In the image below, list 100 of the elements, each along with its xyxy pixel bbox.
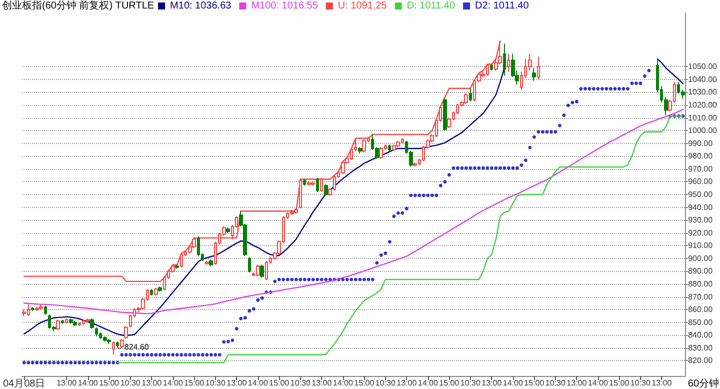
- line-series: [24, 108, 684, 314]
- legend-label: M10: 1036.63: [170, 0, 232, 12]
- candlestick: [469, 88, 472, 102]
- candlestick: [464, 93, 468, 104]
- candlestick: [290, 209, 294, 216]
- candlestick: [158, 286, 162, 292]
- x-tick-label: 14:00: [248, 378, 268, 388]
- candlestick: [503, 43, 506, 76]
- x-tick-label: 10:30: [545, 378, 566, 388]
- line-series: [117, 115, 684, 364]
- candlestick: [507, 53, 510, 72]
- candlestick: [248, 256, 251, 273]
- x-tick-label: 04月08日: [2, 378, 46, 389]
- candlestick: [65, 318, 68, 324]
- y-tick-label: 890.00: [688, 266, 714, 276]
- y-tick-label: 840.00: [688, 330, 714, 340]
- candlestick: [95, 326, 98, 337]
- x-tick-label: 15:00: [99, 378, 120, 388]
- legend-label: M100: 1016.55: [251, 0, 318, 12]
- candlestick: [226, 227, 230, 234]
- candlestick: [307, 181, 311, 186]
- x-tick-label: 15:00: [609, 378, 630, 388]
- candlestick: [116, 340, 119, 348]
- candlestick: [324, 184, 328, 196]
- x-tick-label: 15:00: [524, 378, 545, 388]
- candlestick: [205, 260, 209, 266]
- x-tick-label: 15:00: [269, 378, 290, 388]
- candlestick: [362, 139, 366, 153]
- y-tick-label: 820.00: [688, 356, 714, 366]
- x-tick-label: 13:00: [396, 378, 418, 388]
- legend-label: D: 1011.40: [406, 0, 456, 12]
- y-tick-label: 970.00: [688, 164, 714, 174]
- candlestick: [90, 318, 94, 330]
- y-tick-label: 1040.00: [688, 74, 718, 84]
- x-tick-label: 15:00: [354, 378, 375, 388]
- x-tick-label: 14:00: [78, 378, 98, 388]
- candlestick: [31, 306, 34, 312]
- candlestick: [299, 178, 302, 210]
- x-tick-label: 13:00: [566, 378, 588, 388]
- y-tick-label: 940.00: [688, 202, 714, 212]
- candlestick: [44, 305, 47, 316]
- y-tick-label: 910.00: [688, 241, 714, 250]
- candlestick: [265, 260, 268, 281]
- y-tick-label: 850.00: [688, 318, 714, 327]
- y-tick-label: 1000.00: [688, 126, 718, 136]
- y-tick-label: 880.00: [688, 279, 714, 288]
- x-tick-label: 13:00: [56, 378, 78, 388]
- y-tick-label: 1020.00: [688, 100, 718, 110]
- x-tick-label: 10:30: [290, 378, 311, 388]
- x-tick-label: 10:30: [630, 378, 652, 388]
- x-tick-label: 10:30: [120, 378, 141, 388]
- x-tick-label: 10:30: [460, 378, 481, 388]
- y-tick-label: 900.00: [688, 254, 714, 263]
- candlestick: [388, 144, 391, 152]
- y-tick-label: 930.00: [688, 216, 714, 225]
- candlestick: [311, 181, 315, 186]
- legend-label: D2: 1011.40: [475, 0, 530, 12]
- candlestick: [73, 320, 77, 327]
- x-tick-label: 14:00: [332, 378, 354, 388]
- y-tick-label: 1030.00: [688, 88, 718, 97]
- y-tick-label: 920.00: [688, 228, 714, 238]
- y-tick-label: 870.00: [688, 292, 714, 302]
- candlestick: [112, 340, 115, 356]
- candlestick: [537, 56, 540, 80]
- x-tick-label: 15:00: [439, 378, 460, 388]
- candlestick: [316, 177, 319, 192]
- chart-title: 创业板指(60分钟 前复权) TURTLE: [2, 0, 154, 12]
- candlestick: [260, 264, 264, 278]
- y-tick-label: 1010.00: [688, 113, 718, 122]
- candlestick: [35, 306, 39, 312]
- candlestick: [107, 338, 111, 345]
- x-tick-label: 14:00: [418, 378, 438, 388]
- candlestick: [396, 140, 400, 148]
- y-tick-label: 830.00: [688, 343, 714, 352]
- x-tick-label: 13:00: [226, 378, 248, 388]
- candlestick: [532, 67, 536, 82]
- x-tick-label: 13:00: [312, 378, 332, 388]
- y-tick-label: 990.00: [688, 138, 714, 148]
- candlestick: [56, 319, 60, 330]
- x-tick-label: 10:30: [205, 378, 226, 388]
- candlestick: [379, 146, 383, 160]
- candlestick: [294, 208, 298, 214]
- candlestick: [392, 144, 396, 152]
- x-tick-label: 13:00: [652, 378, 672, 388]
- y-tick-label: 960.00: [688, 177, 714, 186]
- candlestick: [443, 96, 447, 132]
- candlestick: [39, 304, 43, 310]
- annotation: ←824.60: [116, 342, 150, 352]
- x-tick-label: 13:00: [482, 378, 502, 388]
- candlestick: [490, 64, 493, 72]
- x-tick-label: 14:00: [502, 378, 524, 388]
- y-tick-label: 860.00: [688, 305, 714, 314]
- candlestick: [303, 178, 306, 186]
- legend-label: U: 1091.25: [338, 0, 388, 12]
- text: 60分钟: [688, 378, 719, 389]
- x-tick-label: 13:00: [142, 378, 162, 388]
- candlestick: [154, 287, 158, 296]
- candlestick: [78, 322, 81, 327]
- candlestick: [256, 264, 260, 277]
- candlestick: [86, 318, 90, 323]
